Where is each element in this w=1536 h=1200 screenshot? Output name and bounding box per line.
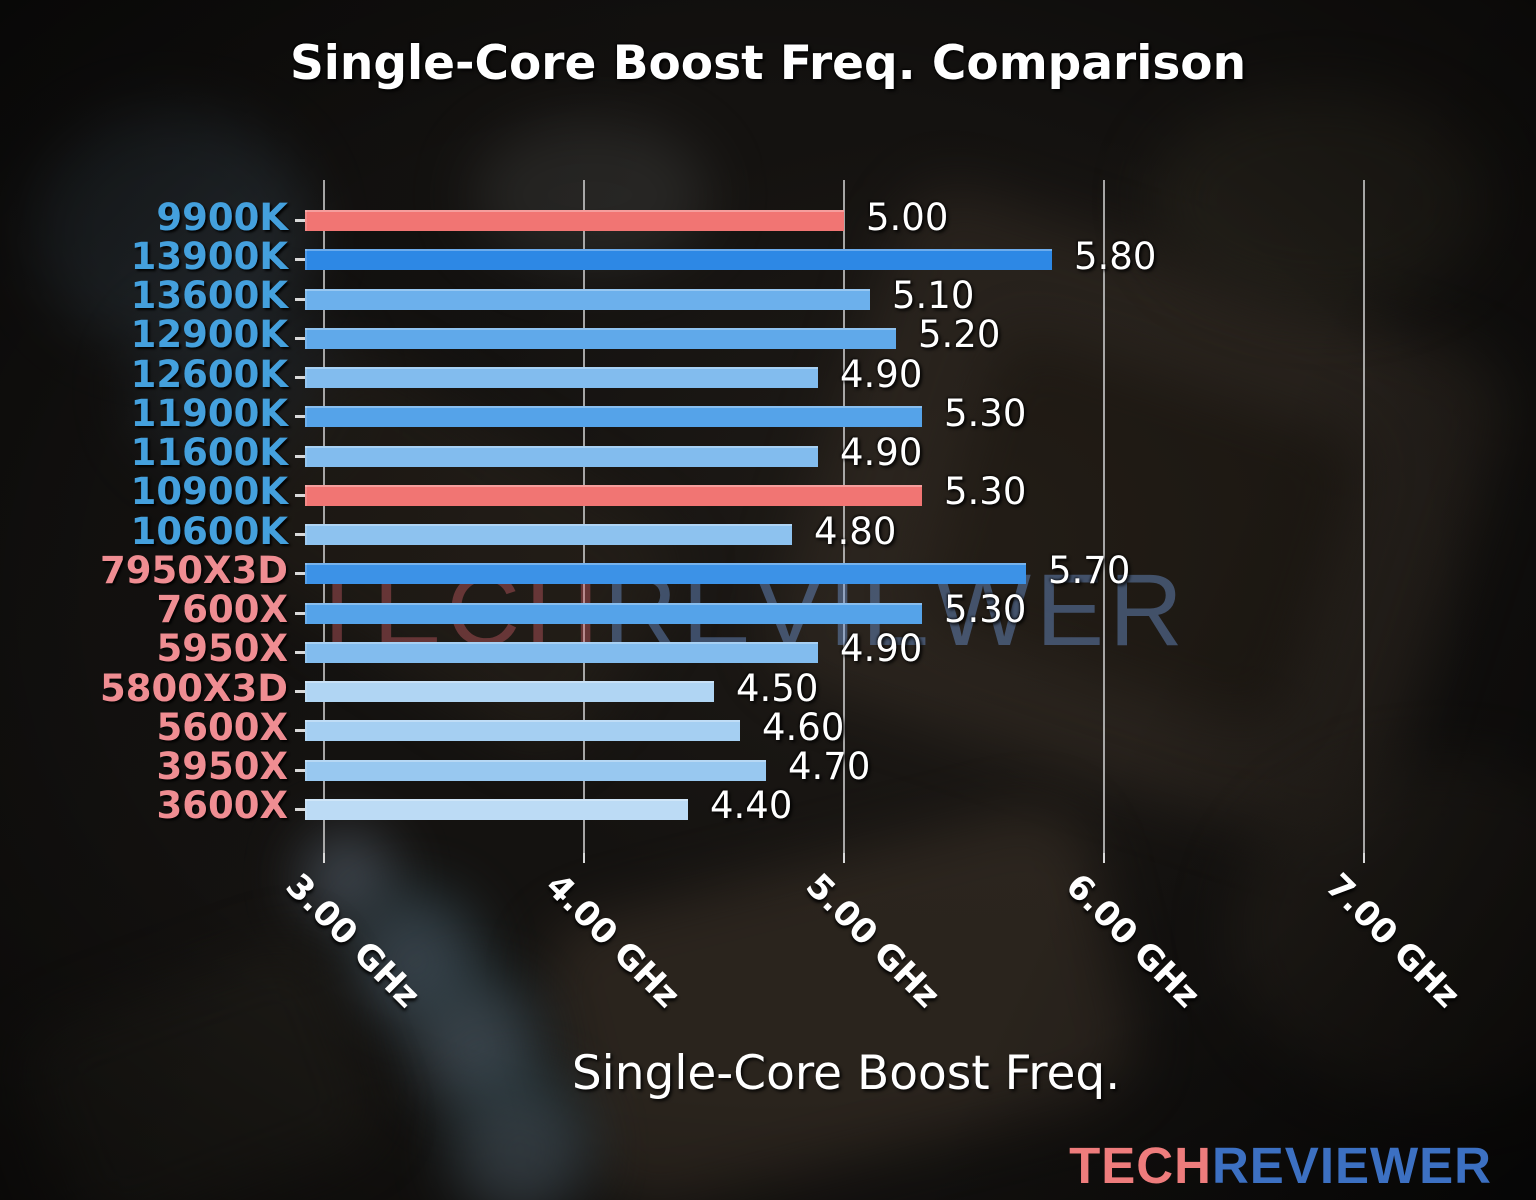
bar-10900K xyxy=(305,484,922,506)
value-label: 5.30 xyxy=(944,391,1027,435)
category-label: 3950X xyxy=(156,745,288,788)
bar-13600K xyxy=(305,288,870,310)
y-tick-mark xyxy=(295,729,305,733)
category-label: 5600X xyxy=(156,705,288,749)
value-label: 4.50 xyxy=(736,666,819,710)
y-tick-mark xyxy=(295,650,305,654)
value-label: 5.20 xyxy=(918,313,1001,357)
y-tick-mark xyxy=(295,297,305,301)
value-label: 5.30 xyxy=(944,470,1027,514)
x-gridline xyxy=(843,180,845,853)
y-tick-mark xyxy=(295,611,305,615)
x-tick-mark xyxy=(1363,853,1365,863)
value-label: 5.80 xyxy=(1074,234,1157,278)
brand-logo: TECHREVIEWER xyxy=(1069,1136,1492,1195)
bar-5600X xyxy=(305,720,740,742)
x-tick-mark xyxy=(583,853,585,863)
y-tick-mark xyxy=(295,807,305,811)
y-tick-mark xyxy=(295,493,305,497)
bar-11600K xyxy=(305,445,818,467)
category-label: 10900K xyxy=(130,470,288,514)
category-label: 13600K xyxy=(130,274,288,317)
value-label: 5.00 xyxy=(866,195,949,239)
y-tick-mark xyxy=(295,533,305,536)
category-label: 12600K xyxy=(130,352,288,396)
value-label: 4.80 xyxy=(814,509,897,553)
category-label: 7950X3D xyxy=(100,548,288,592)
bar-3600X xyxy=(305,798,688,820)
category-label: 10600K xyxy=(130,509,288,553)
value-label: 4.90 xyxy=(840,431,923,474)
bar-10600K xyxy=(305,524,792,545)
category-label: 9900K xyxy=(156,195,288,239)
value-label: 4.70 xyxy=(788,745,871,788)
logo-tech: TECH xyxy=(1069,1137,1212,1194)
value-label: 4.90 xyxy=(840,352,923,396)
bar-12900K xyxy=(305,327,896,349)
value-label: 5.70 xyxy=(1048,548,1131,592)
x-tick-mark xyxy=(323,853,325,863)
x-gridline xyxy=(1103,180,1105,853)
logo-reviewer: REVIEWER xyxy=(1211,1137,1492,1194)
x-gridline xyxy=(323,180,325,853)
category-label: 5950X xyxy=(156,627,288,671)
value-label: 5.30 xyxy=(944,588,1027,631)
bar-7600X xyxy=(305,602,922,624)
x-axis-label: Single-Core Boost Freq. xyxy=(571,1046,1121,1101)
x-gridline xyxy=(583,180,585,853)
bar-9900K xyxy=(305,210,844,231)
chart-title: Single-Core Boost Freq. Comparison xyxy=(289,36,1247,91)
category-label: 3600X xyxy=(156,784,288,828)
value-label: 4.60 xyxy=(762,705,845,749)
y-tick-mark xyxy=(295,454,305,458)
y-tick-mark xyxy=(295,336,305,340)
value-label: 4.40 xyxy=(710,784,793,828)
bar-5950X xyxy=(305,641,818,663)
value-label: 4.90 xyxy=(840,627,923,671)
bar-7950X3D xyxy=(305,563,1026,585)
y-tick-mark xyxy=(295,572,305,576)
y-tick-mark xyxy=(295,376,305,379)
bar-5800X3D xyxy=(305,681,714,702)
bar-3950X xyxy=(305,759,766,781)
y-tick-mark xyxy=(295,690,305,693)
y-tick-mark xyxy=(295,258,305,262)
y-tick-mark xyxy=(295,415,305,419)
category-label: 5800X3D xyxy=(100,666,288,710)
x-tick-mark xyxy=(843,853,845,863)
x-tick-mark xyxy=(1103,853,1105,863)
y-tick-mark xyxy=(295,219,305,222)
bar-12600K xyxy=(305,367,818,388)
x-gridline xyxy=(1363,180,1365,853)
category-label: 7600X xyxy=(156,588,288,631)
category-label: 12900K xyxy=(130,313,288,357)
category-label: 11600K xyxy=(130,431,288,474)
category-label: 13900K xyxy=(130,234,288,278)
bar-11900K xyxy=(305,406,922,428)
y-tick-mark xyxy=(295,768,305,772)
bar-13900K xyxy=(305,249,1052,271)
category-label: 11900K xyxy=(130,391,288,435)
value-label: 5.10 xyxy=(892,274,975,317)
